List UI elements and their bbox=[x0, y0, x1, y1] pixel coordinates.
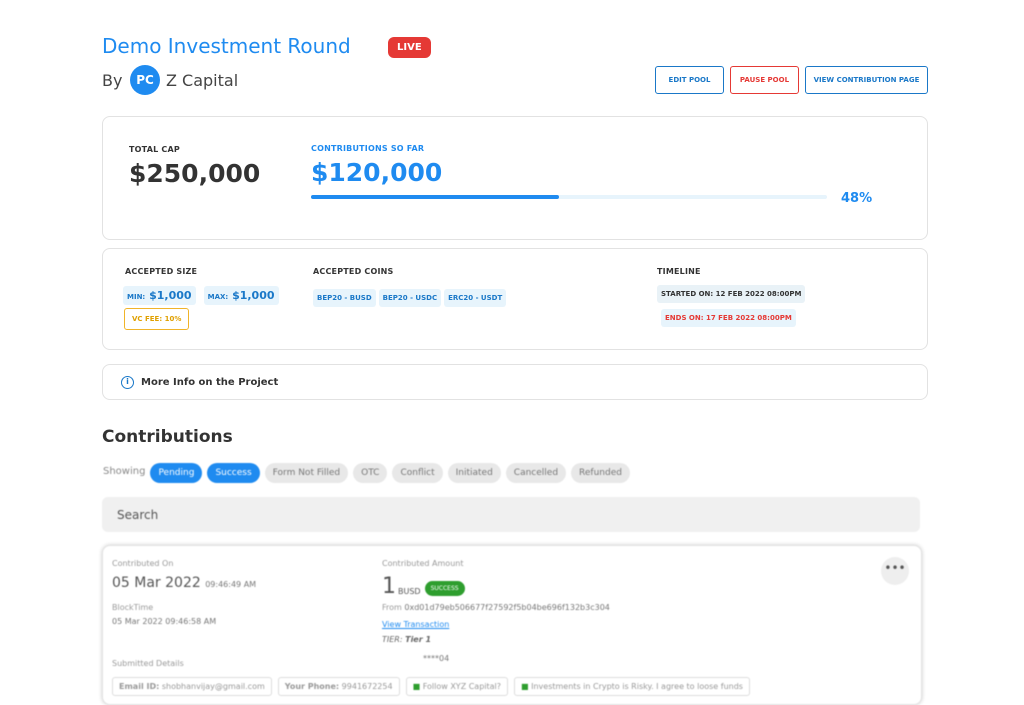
coins: BEP20 - BUSD BEP20 - USDC ERC20 - USDT bbox=[313, 285, 509, 307]
total-cap: $250,000 bbox=[129, 159, 261, 188]
blocktime: 05 Mar 2022 09:46:58 AM bbox=[112, 617, 217, 626]
from: 0xd01d79eb506677f27592f5b04be696f132b3c3… bbox=[404, 603, 610, 612]
filter-pill[interactable]: OTC bbox=[353, 463, 388, 483]
field: ■ Investments in Crypto is Risky. I agre… bbox=[514, 677, 750, 696]
total-cap-label: TOTAL CAP bbox=[129, 145, 180, 154]
filters: Showing Pending Success Form Not Filled OTC… bbox=[103, 460, 635, 483]
coin: ERC20 - USDT bbox=[444, 289, 507, 307]
progress-fill bbox=[311, 195, 559, 199]
min-label: MIN: bbox=[127, 293, 146, 301]
coin: BEP20 - BUSD bbox=[313, 289, 376, 307]
info-icon: i bbox=[121, 376, 134, 389]
currency: BUSD bbox=[398, 587, 421, 596]
submitted-label: Submitted Details bbox=[112, 659, 184, 668]
contributions-label: CONTRIBUTIONS SO FAR bbox=[311, 144, 425, 153]
from-row: From 0xd01d79eb506677f27592f5b04be696f13… bbox=[382, 603, 610, 612]
tier-label: TIER: bbox=[382, 635, 403, 644]
field: Your Phone: 9941672254 bbox=[277, 677, 400, 696]
check: ■ bbox=[521, 682, 529, 691]
coin: BEP20 - USDC bbox=[378, 289, 442, 307]
more-button[interactable]: ••• bbox=[881, 557, 909, 585]
vc-fee: VC FEE: 10% bbox=[124, 308, 190, 330]
max: $1,000 bbox=[232, 289, 275, 302]
title: Demo Investment Round bbox=[102, 34, 351, 58]
live-badge: LIVE bbox=[388, 37, 431, 58]
contributions-amount: $120,000 bbox=[311, 158, 443, 187]
blocktime-label: BlockTime bbox=[112, 603, 154, 612]
view-contribution-button[interactable]: VIEW CONTRIBUTION PAGE bbox=[805, 66, 928, 94]
coins-label: ACCEPTED COINS bbox=[313, 267, 394, 276]
amount: 1 bbox=[382, 574, 396, 599]
contribution-card: Contributed On 05 Mar 2022 09:46:49 AM B… bbox=[102, 545, 922, 705]
edit-pool-button[interactable]: EDIT POOL bbox=[655, 66, 724, 94]
status: SUCCESS bbox=[424, 581, 465, 596]
org: Z Capital bbox=[166, 71, 239, 90]
more-info[interactable]: i More Info on the Project bbox=[102, 364, 928, 400]
size-chips: MIN: $1,000 MAX: $1,000 bbox=[123, 284, 282, 305]
view-transaction[interactable]: View Transaction bbox=[382, 620, 450, 629]
progress-track bbox=[311, 195, 827, 199]
page: Demo Investment Round LIVE By PC Z Capit… bbox=[102, 34, 928, 705]
field-label: Investments in Crypto is Risky. I agree … bbox=[531, 682, 743, 691]
ends: ENDS ON: 17 FEB 2022 08:00PM bbox=[661, 309, 796, 327]
time: 09:46:49 AM bbox=[205, 580, 257, 589]
check: ■ bbox=[412, 682, 421, 691]
started: STARTED ON: 12 FEB 2022 08:00PM bbox=[657, 285, 806, 303]
amount-row: 1 BUSD SUCCESS bbox=[382, 574, 465, 599]
by: By bbox=[102, 71, 123, 90]
masked: ****04 bbox=[423, 654, 450, 663]
date-time: 05 Mar 2022 09:46:49 AM bbox=[112, 575, 256, 591]
field: ■ Follow XYZ Capital? bbox=[405, 677, 509, 696]
search-placeholder: Search bbox=[117, 508, 159, 522]
avatar: PC bbox=[130, 65, 160, 95]
filter-pill[interactable]: Refunded bbox=[571, 463, 630, 483]
from-label: From bbox=[382, 603, 402, 612]
filter-pill[interactable]: Conflict bbox=[392, 463, 443, 483]
date: 05 Mar 2022 bbox=[112, 575, 201, 591]
pause-pool-button[interactable]: PAUSE POOL bbox=[730, 66, 799, 94]
contributions-title: Contributions bbox=[102, 427, 233, 447]
filter-pill[interactable]: Cancelled bbox=[505, 463, 567, 483]
size-label: ACCEPTED SIZE bbox=[125, 267, 198, 276]
progress-label: 48% bbox=[841, 191, 873, 206]
showing: Showing bbox=[103, 466, 146, 477]
tier: Tier 1 bbox=[405, 635, 432, 644]
max-label: MAX: bbox=[207, 293, 229, 301]
filter-pill[interactable]: Pending bbox=[150, 463, 203, 483]
summary-card: TOTAL CAP $250,000 CONTRIBUTIONS SO FAR … bbox=[102, 116, 928, 240]
field-value: 9941672254 bbox=[341, 682, 393, 691]
filter-pill[interactable]: Success bbox=[207, 463, 260, 483]
field-label: Follow XYZ Capital? bbox=[422, 682, 502, 691]
field: Email ID: shobhanvijay@gmail.com bbox=[112, 677, 272, 696]
field-value: shobhanvijay@gmail.com bbox=[161, 682, 265, 691]
tier-row: TIER: Tier 1 bbox=[382, 635, 431, 644]
more-info-text: More Info on the Project bbox=[141, 377, 279, 388]
search[interactable]: Search bbox=[102, 497, 920, 532]
fields: Email ID: shobhanvijay@gmail.com Your Ph… bbox=[112, 677, 750, 696]
timeline-label: TIMELINE bbox=[657, 267, 701, 276]
field-label: Your Phone: bbox=[284, 682, 340, 691]
field-label: Email ID: bbox=[119, 682, 160, 691]
min: $1,000 bbox=[149, 289, 192, 302]
amount-label: Contributed Amount bbox=[382, 559, 464, 568]
contributed-on-label: Contributed On bbox=[112, 559, 174, 568]
filter-pill[interactable]: Initiated bbox=[447, 463, 501, 483]
filter-pill[interactable]: Form Not Filled bbox=[264, 463, 349, 483]
max-chip: MAX: $1,000 bbox=[203, 286, 279, 305]
details-card: ACCEPTED SIZE MIN: $1,000 MAX: $1,000 VC… bbox=[102, 248, 928, 350]
min-chip: MIN: $1,000 bbox=[123, 286, 196, 305]
